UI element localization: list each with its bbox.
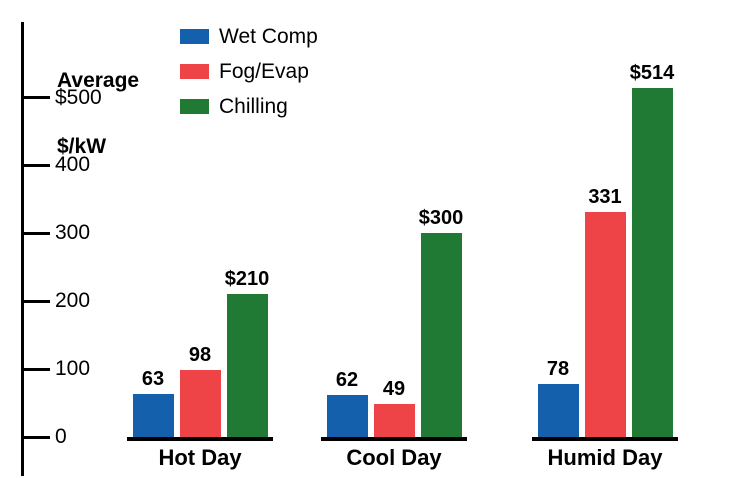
legend-item-0: Wet Comp bbox=[180, 24, 318, 48]
legend-label-0: Wet Comp bbox=[219, 24, 318, 48]
bar-value-label-1-1: 49 bbox=[382, 377, 406, 400]
category-label-2: Humid Day bbox=[547, 445, 663, 470]
y-axis-tick-label-500: $500 bbox=[55, 85, 102, 109]
bar-wet-comp-1 bbox=[326, 394, 368, 437]
legend-item-2: Chilling bbox=[180, 94, 288, 118]
y-axis-tick-200 bbox=[22, 299, 50, 303]
bar-wet-comp-0 bbox=[132, 394, 174, 437]
y-axis-tick-100 bbox=[22, 367, 50, 371]
legend-swatch-icon-2 bbox=[180, 99, 209, 114]
bar-value-label-0-2: 78 bbox=[546, 358, 570, 381]
bar-fog-evap-1 bbox=[373, 403, 415, 437]
legend-swatch-icon-1 bbox=[180, 64, 209, 79]
bar-value-label-1-2: 331 bbox=[588, 186, 622, 209]
y-axis-tick-label-200: 200 bbox=[55, 289, 91, 313]
y-axis-title-line1: Average bbox=[57, 69, 140, 92]
y-axis-tick-0 bbox=[22, 435, 50, 439]
group-baseline-0 bbox=[127, 437, 273, 441]
bar-value-label-2-2: $514 bbox=[629, 61, 675, 84]
legend-swatch-icon-0 bbox=[180, 29, 209, 44]
bar-fog-evap-2 bbox=[584, 212, 626, 437]
legend-item-1: Fog/Evap bbox=[180, 59, 309, 83]
bar-value-label-0-0: 63 bbox=[141, 368, 165, 391]
bar-value-label-2-0: $210 bbox=[224, 268, 270, 291]
bar-wet-comp-2 bbox=[537, 384, 579, 437]
y-axis-tick-300 bbox=[22, 231, 50, 235]
y-axis-tick-label-400: 400 bbox=[55, 153, 91, 177]
category-label-0: Hot Day bbox=[158, 445, 242, 470]
legend-label-1: Fog/Evap bbox=[219, 59, 309, 83]
y-axis-title-line2: $/kW bbox=[57, 135, 107, 158]
y-axis-title: Average $/kW bbox=[57, 26, 139, 202]
bar-value-label-2-1: $300 bbox=[418, 207, 464, 230]
group-baseline-1 bbox=[321, 437, 467, 441]
bar-chilling-0 bbox=[226, 294, 268, 437]
bar-chilling-1 bbox=[420, 233, 462, 437]
legend-label-2: Chilling bbox=[219, 94, 288, 118]
group-baseline-2 bbox=[532, 437, 678, 441]
y-axis-tick-label-300: 300 bbox=[55, 221, 91, 245]
y-axis-tick-label-0: 0 bbox=[55, 425, 67, 448]
bar-fog-evap-0 bbox=[179, 370, 221, 437]
category-label-1: Cool Day bbox=[346, 445, 442, 470]
bar-value-label-0-1: 62 bbox=[335, 368, 359, 391]
bar-chilling-2 bbox=[631, 87, 673, 437]
y-axis-tick-400 bbox=[22, 163, 50, 167]
bar-value-label-1-0: 98 bbox=[188, 344, 212, 367]
y-axis-tick-label-100: 100 bbox=[55, 357, 91, 381]
y-axis-line bbox=[21, 22, 24, 476]
y-axis-tick-500 bbox=[22, 96, 50, 99]
